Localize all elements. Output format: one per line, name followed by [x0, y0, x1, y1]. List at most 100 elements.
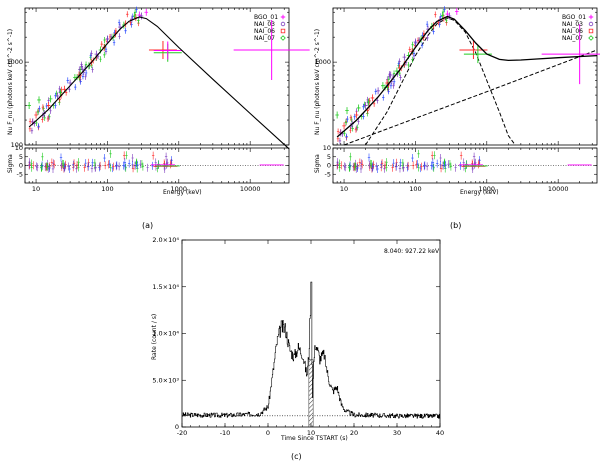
data-point — [387, 76, 390, 83]
data-point — [37, 123, 40, 130]
data-point — [79, 78, 82, 85]
panel-a-caption: (a) — [142, 221, 153, 230]
data-point — [81, 73, 85, 80]
legend-a-nai-03: NAI_03 — [254, 21, 275, 28]
data-point — [443, 6, 446, 13]
residual-point — [139, 160, 142, 169]
residual-point — [367, 153, 371, 162]
legend-b-nai-07: NAI_07 — [562, 35, 583, 42]
data-point — [41, 116, 44, 123]
data-point — [38, 105, 41, 112]
data-point-NAI_07 — [335, 111, 339, 119]
panel-a-ylabel: Nu F_nu (photons keV cm^-2 s^-1) — [7, 29, 14, 135]
residual-point — [459, 161, 462, 170]
panel-a-legend: BGO_01 NAI_03 NAI_06 NAI_07 — [254, 14, 286, 42]
legend-b-nai-03: NAI_03 — [562, 21, 583, 28]
residual-point — [32, 161, 35, 170]
data-point — [126, 11, 129, 18]
residual-point — [352, 163, 356, 172]
residual-y-tick-label: 0 — [327, 162, 331, 170]
data-point — [99, 56, 102, 63]
residual-point — [44, 163, 48, 172]
residual-point — [60, 161, 63, 170]
data-point — [58, 85, 61, 92]
panel-c-ylabel: Rate (count / s) — [151, 314, 158, 360]
data-point — [434, 11, 437, 18]
residual-point — [108, 160, 111, 169]
residual-point — [72, 159, 76, 168]
data-point — [84, 61, 88, 68]
x-tick-label: 1000 — [171, 185, 188, 193]
data-point-NAI_07 — [27, 101, 31, 109]
data-point-NAI_03 — [363, 101, 368, 109]
data-point-NAI_07 — [356, 104, 361, 112]
legend-marker-BGO_01 — [588, 14, 594, 20]
y-tick-label: 1.5×10⁴ — [152, 283, 179, 291]
model-component-band — [365, 17, 516, 146]
residual-point — [109, 149, 112, 158]
data-point — [411, 56, 414, 63]
data-point — [408, 46, 411, 53]
x-tick-label: 100 — [101, 185, 113, 193]
residual-point — [449, 162, 453, 171]
data-point-NAI_03 — [388, 71, 393, 79]
data-point — [366, 110, 369, 117]
panel-b-frame — [332, 7, 598, 146]
legend-marker-NAI_07 — [280, 35, 286, 41]
residual-point — [478, 156, 481, 165]
residual-point — [442, 161, 445, 170]
x-tick-label: 20 — [350, 429, 358, 437]
data-point — [74, 84, 77, 91]
data-point — [345, 133, 348, 140]
data-point — [28, 118, 32, 125]
data-point — [357, 118, 360, 125]
y-tick-label: 1.0×10⁴ — [152, 330, 179, 338]
residual-point — [122, 151, 126, 160]
residual-point — [151, 151, 155, 160]
y-tick-label: 0 — [175, 423, 179, 431]
residual-point — [472, 152, 476, 161]
residual-point — [430, 161, 433, 170]
data-point — [49, 107, 52, 114]
residual-point — [439, 164, 443, 173]
residual-point — [340, 161, 343, 170]
legend-a-bgo-01: BGO_01 — [254, 14, 278, 21]
residual-point — [349, 152, 352, 161]
residual-point — [370, 159, 373, 168]
data-point — [80, 61, 83, 68]
residual-point — [30, 163, 33, 172]
data-point — [354, 126, 358, 133]
y-tick-label: 2.0×10⁴ — [152, 236, 179, 244]
residual-point — [75, 161, 79, 170]
residual-point — [415, 160, 418, 169]
residual-point — [444, 160, 447, 169]
data-point — [45, 103, 48, 110]
residual-y-tick-label: 0 — [19, 162, 23, 170]
data-point-NAI_06 — [46, 101, 51, 109]
residual-point — [411, 161, 415, 170]
data-point — [411, 41, 414, 48]
panel-b-residual-ylabel: Sigma — [314, 154, 321, 173]
data-point-BGO_01 — [144, 8, 149, 16]
data-point-NAI_03 — [402, 53, 407, 61]
legend-marker-BGO_01 — [280, 14, 286, 20]
data-point — [426, 34, 429, 41]
residual-point — [93, 158, 97, 167]
data-point-NAI_07 — [132, 12, 137, 20]
residual-point — [359, 164, 363, 173]
residual-point — [90, 164, 94, 173]
data-point — [112, 39, 116, 46]
residual-point — [376, 165, 379, 173]
data-point — [137, 17, 140, 24]
residual-point — [459, 151, 463, 160]
residual-point — [344, 163, 347, 172]
data-point-NAI_07 — [440, 12, 445, 20]
panel-a-residual-ylabel: Sigma — [7, 154, 14, 173]
model-curve — [336, 15, 598, 138]
residual-y-tick-label: 10 — [323, 144, 331, 152]
data-point — [387, 88, 390, 95]
residual-point — [83, 163, 86, 172]
residual-point — [425, 162, 429, 171]
